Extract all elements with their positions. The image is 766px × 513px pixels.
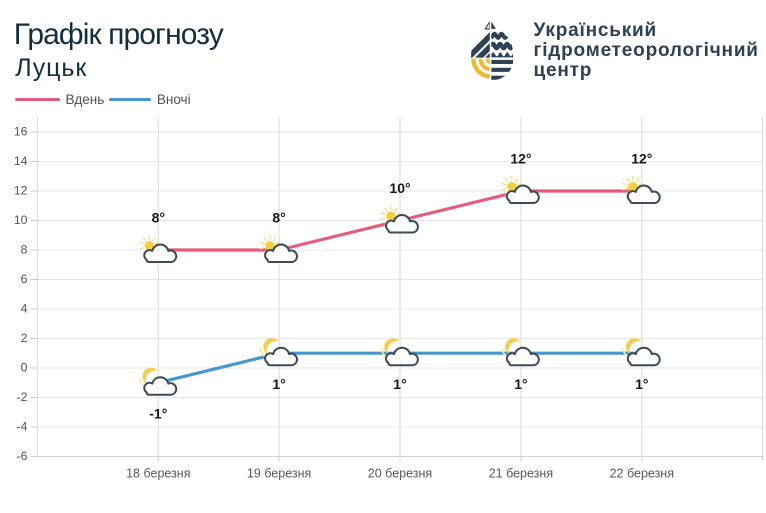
svg-text:10°: 10°	[389, 180, 410, 196]
svg-text:18 березня: 18 березня	[126, 467, 190, 481]
svg-text:2: 2	[21, 331, 28, 345]
svg-text:-2: -2	[17, 390, 28, 404]
svg-text:8°: 8°	[152, 209, 165, 225]
svg-text:1°: 1°	[393, 376, 406, 392]
svg-text:8: 8	[21, 242, 28, 256]
svg-text:-4: -4	[17, 419, 28, 433]
svg-text:1°: 1°	[635, 376, 648, 392]
svg-text:19 березня: 19 березня	[247, 467, 311, 481]
svg-text:-6: -6	[17, 449, 28, 463]
svg-text:22 березня: 22 березня	[610, 467, 674, 481]
svg-text:12°: 12°	[510, 150, 531, 166]
svg-text:1°: 1°	[272, 376, 285, 392]
svg-text:20 березня: 20 березня	[368, 467, 432, 481]
svg-text:12°: 12°	[631, 150, 652, 166]
svg-text:-1°: -1°	[149, 406, 167, 422]
svg-text:0: 0	[21, 360, 28, 374]
svg-text:21 березня: 21 березня	[489, 467, 553, 481]
svg-text:12: 12	[14, 183, 28, 197]
svg-text:14: 14	[14, 154, 28, 168]
svg-text:6: 6	[21, 272, 28, 286]
svg-text:8°: 8°	[272, 209, 285, 225]
svg-text:4: 4	[21, 301, 28, 315]
svg-text:1°: 1°	[514, 376, 527, 392]
svg-text:16: 16	[14, 124, 28, 138]
svg-text:10: 10	[14, 213, 28, 227]
